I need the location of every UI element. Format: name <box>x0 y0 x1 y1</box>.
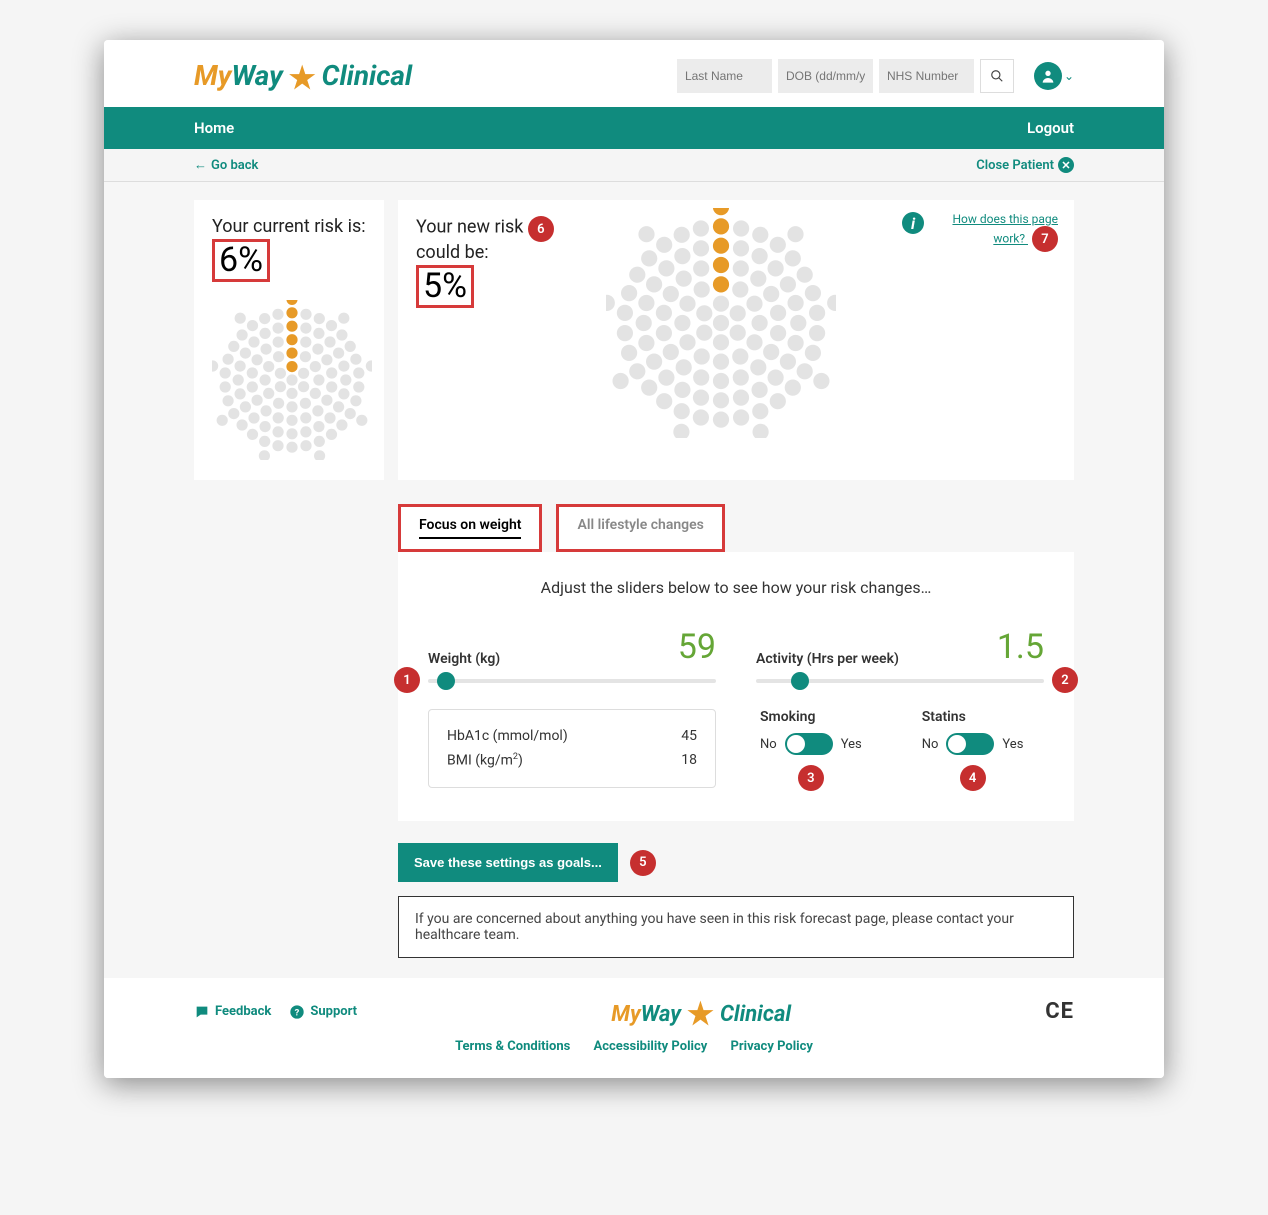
smoking-label: Smoking <box>760 709 862 725</box>
slider-row: Weight (kg) 59 1 HbA1c (mmol/mol) 45 BMI … <box>428 627 1044 791</box>
search-group: ⌄ <box>677 59 1074 93</box>
controls-panel: Focus on weight All lifestyle changes Ad… <box>398 504 1074 958</box>
nhs-input[interactable] <box>879 59 974 93</box>
accessibility-link[interactable]: Accessibility Policy <box>594 1039 708 1054</box>
svg-text:?: ? <box>295 1007 300 1018</box>
tab-focus-weight[interactable]: Focus on weight <box>398 504 542 552</box>
weight-thumb[interactable] <box>437 672 455 690</box>
statins-toggle-group: Statins No Yes 4 <box>922 709 1024 791</box>
statins-switch[interactable] <box>946 733 994 755</box>
current-risk-dotfield <box>212 300 372 460</box>
current-risk-title: Your current risk is: <box>212 216 366 237</box>
logo-clinical: Clinical <box>322 59 412 92</box>
support-link[interactable]: ? Support <box>289 1004 357 1020</box>
annotation-7: 7 <box>1032 226 1058 252</box>
lastname-input[interactable] <box>677 59 772 93</box>
new-risk-dotfield <box>606 208 836 438</box>
slider-instruction: Adjust the sliders below to see how your… <box>428 578 1044 597</box>
disclaimer-note: If you are concerned about anything you … <box>398 896 1074 958</box>
subbar: ← Go back Close Patient ✕ <box>104 149 1164 182</box>
stats-box: HbA1c (mmol/mol) 45 BMI (kg/m2) 18 <box>428 709 716 788</box>
activity-thumb[interactable] <box>791 672 809 690</box>
ce-mark: CE <box>1045 999 1074 1024</box>
logo: MyWay ★ Clinical <box>194 58 412 93</box>
content: Your current risk is: 6% Your new risk 6… <box>104 182 1164 1078</box>
activity-slider-col: Activity (Hrs per week) 1.5 2 Smoking N <box>756 627 1044 791</box>
user-menu[interactable]: ⌄ <box>1034 62 1074 90</box>
new-risk-card: Your new risk 6 could be: 5% i How does … <box>398 200 1074 480</box>
annotation-4: 4 <box>960 765 986 791</box>
go-back-link[interactable]: ← Go back <box>194 157 258 173</box>
weight-label: Weight (kg) <box>428 651 500 667</box>
footer-left-links: Feedback ? Support <box>194 1004 357 1020</box>
smoking-toggle-group: Smoking No Yes 3 <box>760 709 862 791</box>
save-goals-button[interactable]: Save these settings as goals... <box>398 843 618 882</box>
logo-way: Way <box>231 59 282 92</box>
topbar: MyWay ★ Clinical ⌄ <box>104 40 1164 107</box>
terms-link[interactable]: Terms & Conditions <box>455 1039 570 1054</box>
current-risk-card: Your current risk is: 6% <box>194 200 384 480</box>
nav-logout[interactable]: Logout <box>1027 119 1074 137</box>
sliders-card: Adjust the sliders below to see how your… <box>398 552 1074 821</box>
privacy-link[interactable]: Privacy Policy <box>731 1039 813 1054</box>
save-row: Save these settings as goals... 5 <box>398 843 1074 882</box>
bmi-label: BMI (kg/m2) <box>447 752 523 769</box>
footer-logo: MyWay ★ Clinical <box>357 994 1045 1029</box>
close-patient-label: Close Patient <box>976 158 1054 173</box>
arrow-left-icon: ← <box>194 157 207 173</box>
bmi-value: 18 <box>681 752 697 769</box>
speech-icon <box>194 1004 210 1020</box>
dob-input[interactable] <box>778 59 873 93</box>
statins-no: No <box>922 737 939 752</box>
new-risk-title: Your new risk 6 could be: <box>416 216 586 263</box>
close-icon: ✕ <box>1058 157 1074 173</box>
star-icon: ★ <box>289 61 316 96</box>
weight-slider-col: Weight (kg) 59 1 HbA1c (mmol/mol) 45 BMI … <box>428 627 716 791</box>
search-icon <box>990 69 1004 83</box>
annotation-5: 5 <box>630 850 656 876</box>
annotation-2: 2 <box>1052 667 1078 693</box>
statins-label: Statins <box>922 709 1024 725</box>
weight-value: 59 <box>678 627 716 667</box>
hba1c-value: 45 <box>681 728 697 744</box>
footer: Feedback ? Support MyWay ★ Clinical CE <box>104 978 1164 1078</box>
close-patient-link[interactable]: Close Patient ✕ <box>976 157 1074 173</box>
activity-slider[interactable]: 2 <box>756 679 1044 683</box>
navbar: Home Logout <box>104 107 1164 149</box>
go-back-label: Go back <box>211 158 258 173</box>
risk-row: Your current risk is: 6% Your new risk 6… <box>194 200 1074 480</box>
smoking-no: No <box>760 737 777 752</box>
annotation-6: 6 <box>528 216 554 242</box>
tabs: Focus on weight All lifestyle changes <box>398 504 1074 552</box>
feedback-link[interactable]: Feedback <box>194 1004 271 1020</box>
smoking-yes: Yes <box>841 737 862 752</box>
info-icon[interactable]: i <box>902 212 924 234</box>
footer-bottom-links: Terms & Conditions Accessibility Policy … <box>194 1039 1074 1054</box>
user-icon <box>1034 62 1062 90</box>
statins-yes: Yes <box>1002 737 1023 752</box>
toggles: Smoking No Yes 3 Statins <box>756 709 1044 791</box>
app-frame: MyWay ★ Clinical ⌄ Home Logout ← <box>104 40 1164 1078</box>
activity-value: 1.5 <box>997 627 1044 667</box>
logo-my: My <box>194 59 231 92</box>
current-risk-value: 6% <box>212 239 270 282</box>
smoking-switch[interactable] <box>785 733 833 755</box>
weight-slider[interactable]: 1 <box>428 679 716 683</box>
star-icon: ★ <box>687 997 714 1032</box>
annotation-3: 3 <box>798 765 824 791</box>
annotation-1: 1 <box>394 667 420 693</box>
tab-all-lifestyle[interactable]: All lifestyle changes <box>556 504 724 552</box>
nav-home[interactable]: Home <box>194 119 234 137</box>
chevron-down-icon: ⌄ <box>1064 69 1074 83</box>
activity-label: Activity (Hrs per week) <box>756 651 899 667</box>
hba1c-label: HbA1c (mmol/mol) <box>447 728 568 744</box>
how-does-this-work-link[interactable]: How does this page work? 7 <box>938 212 1058 252</box>
question-icon: ? <box>289 1004 305 1020</box>
search-button[interactable] <box>980 59 1014 93</box>
new-risk-value: 5% <box>416 265 474 308</box>
